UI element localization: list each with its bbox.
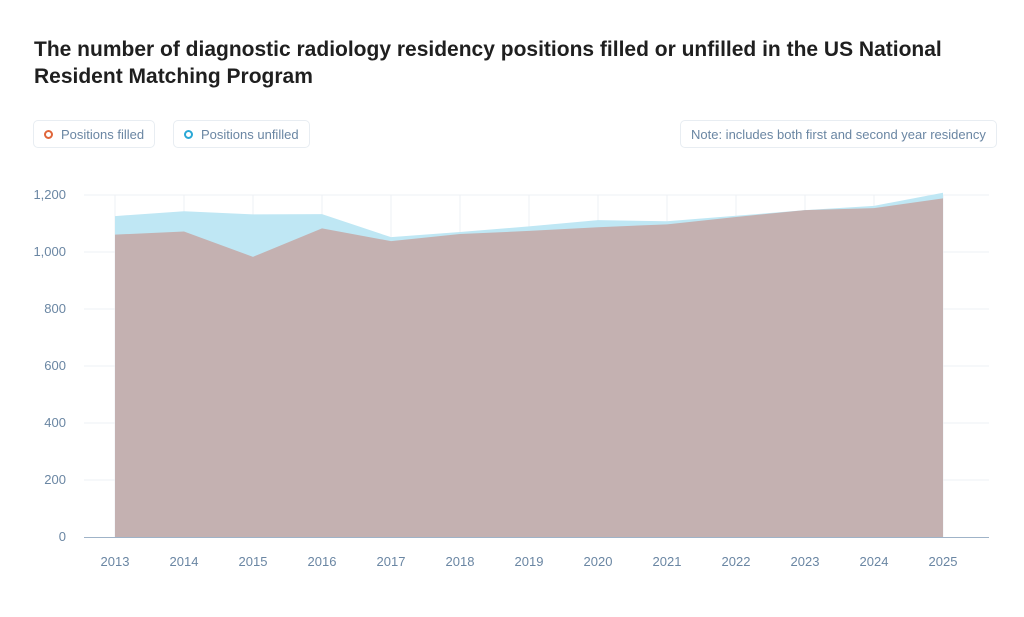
y-tick-label: 1,200 bbox=[33, 187, 66, 202]
y-tick-label: 1,000 bbox=[33, 244, 66, 259]
y-tick-label: 400 bbox=[44, 415, 66, 430]
x-tick-label: 2025 bbox=[929, 554, 958, 569]
x-tick-label: 2014 bbox=[170, 554, 199, 569]
y-tick-label: 600 bbox=[44, 358, 66, 373]
legend-filled-circle-icon bbox=[44, 129, 53, 139]
y-tick-label: 200 bbox=[44, 472, 66, 487]
x-tick-label: 2022 bbox=[722, 554, 751, 569]
legend-label-filled: Positions filled bbox=[61, 126, 145, 142]
point-unfilled-2024[interactable] bbox=[871, 203, 877, 209]
x-tick-label: 2019 bbox=[515, 554, 544, 569]
x-tick-label: 2018 bbox=[446, 554, 475, 569]
point-filled-2014[interactable] bbox=[181, 228, 187, 234]
point-unfilled-2018[interactable] bbox=[457, 229, 463, 235]
point-unfilled-2014[interactable] bbox=[181, 208, 187, 214]
x-tick-label: 2023 bbox=[791, 554, 820, 569]
point-unfilled-2015[interactable] bbox=[250, 211, 256, 217]
x-tick-label: 2013 bbox=[101, 554, 130, 569]
legend-label-unfilled: Positions unfilled bbox=[201, 126, 299, 142]
x-tick-label: 2015 bbox=[239, 554, 268, 569]
note-text: Note: includes both first and second yea… bbox=[691, 126, 986, 142]
legend-unfilled-circle-icon bbox=[184, 129, 193, 139]
point-filled-2013[interactable] bbox=[112, 232, 118, 238]
area-positions-filled[interactable] bbox=[115, 198, 943, 538]
point-unfilled-2021[interactable] bbox=[664, 218, 670, 224]
point-filled-2015[interactable] bbox=[250, 254, 256, 260]
point-unfilled-2025[interactable] bbox=[940, 190, 946, 196]
point-filled-2016[interactable] bbox=[319, 225, 325, 231]
x-tick-label: 2020 bbox=[584, 554, 613, 569]
legend-item-positions-unfilled[interactable]: Positions unfilled bbox=[173, 120, 310, 148]
point-unfilled-2016[interactable] bbox=[319, 211, 325, 217]
point-unfilled-2023[interactable] bbox=[802, 207, 808, 213]
x-tick-label: 2016 bbox=[308, 554, 337, 569]
y-tick-label: 0 bbox=[59, 529, 66, 544]
x-tick-label: 2024 bbox=[860, 554, 889, 569]
chart-title: The number of diagnostic radiology resid… bbox=[34, 38, 942, 88]
x-tick-label: 2021 bbox=[653, 554, 682, 569]
point-unfilled-2020[interactable] bbox=[595, 217, 601, 223]
chart-note: Note: includes both first and second yea… bbox=[680, 120, 997, 148]
point-unfilled-2017[interactable] bbox=[388, 234, 394, 240]
legend-item-positions-filled[interactable]: Positions filled bbox=[33, 120, 156, 148]
y-tick-label: 800 bbox=[44, 301, 66, 316]
point-filled-2020[interactable] bbox=[595, 224, 601, 230]
x-tick-label: 2017 bbox=[377, 554, 406, 569]
point-unfilled-2013[interactable] bbox=[112, 213, 118, 219]
point-unfilled-2022[interactable] bbox=[733, 213, 739, 219]
point-filled-2025[interactable] bbox=[940, 195, 946, 201]
point-unfilled-2019[interactable] bbox=[526, 223, 532, 229]
